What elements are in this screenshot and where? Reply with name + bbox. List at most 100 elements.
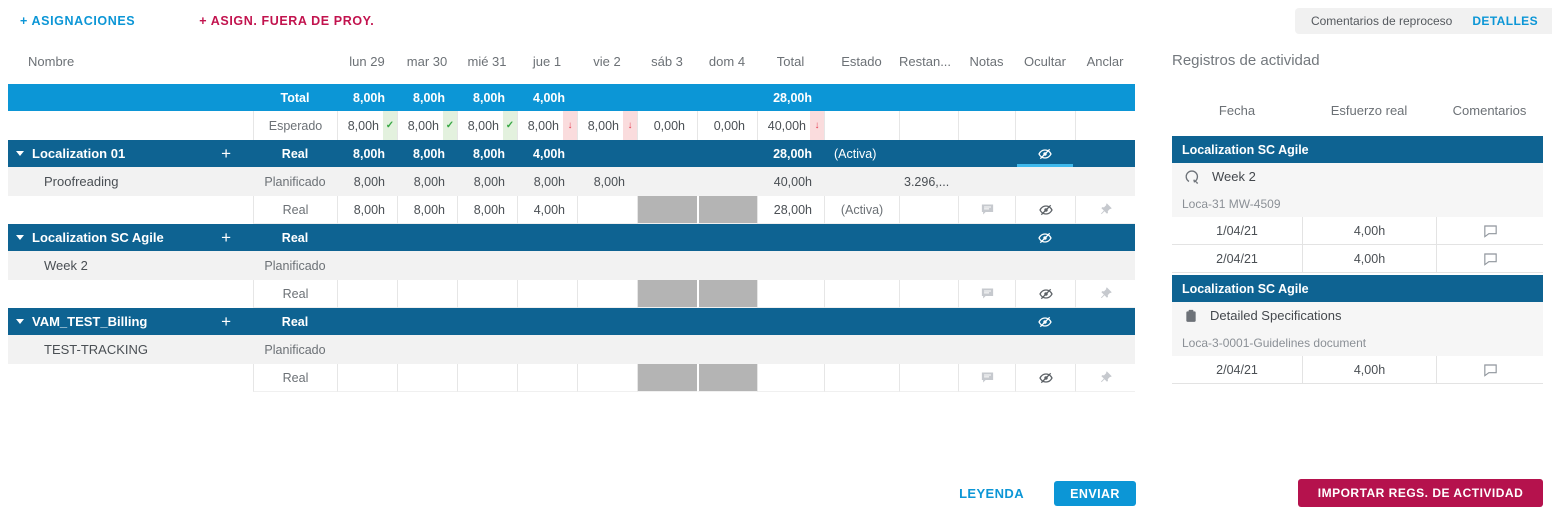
- activity-column-headers: Fecha Esfuerzo real Comentarios: [1172, 103, 1543, 118]
- rework-comments-tab[interactable]: Comentarios de reproceso: [1310, 14, 1453, 28]
- add-task-icon[interactable]: +: [221, 144, 231, 163]
- col-header-day-dom[interactable]: dom 4: [708, 53, 746, 69]
- hide-button[interactable]: [1015, 196, 1075, 224]
- col-header-day-lun[interactable]: lun 29: [349, 53, 385, 69]
- group-hide-toggle[interactable]: [1015, 224, 1075, 251]
- add-task-icon[interactable]: +: [221, 228, 231, 247]
- group-day-value: 8,00h: [353, 146, 385, 161]
- real-day-cell[interactable]: [517, 364, 577, 392]
- plan-remaining: 3.296,...: [904, 174, 950, 189]
- real-day-cell[interactable]: [517, 280, 577, 308]
- pin-icon: [1101, 371, 1112, 383]
- entry-date: 1/04/21: [1216, 223, 1258, 238]
- expected-day-value: 0,00h: [637, 111, 697, 140]
- group-name: Localization SC Agile: [32, 230, 164, 245]
- real-day-cell[interactable]: [457, 280, 517, 308]
- add-assignments-link[interactable]: + ASIGNACIONES: [20, 14, 136, 28]
- activity-col-esfuerzo: Esfuerzo real: [1330, 103, 1408, 118]
- total-day-value: 8,00h: [353, 90, 385, 105]
- col-header-day-mar[interactable]: mar 30: [406, 53, 448, 69]
- total-day-value: 8,00h: [413, 90, 445, 105]
- task-name[interactable]: Proofreading: [44, 174, 119, 189]
- entry-comment-button[interactable]: [1436, 245, 1543, 272]
- real-row-name: [8, 364, 253, 392]
- activity-card-project: Localization SC Agile: [1172, 136, 1543, 163]
- total-row-restante: [899, 84, 958, 111]
- caret-down-icon[interactable]: [16, 319, 24, 324]
- import-activity-logs-button[interactable]: IMPORTAR REGS. DE ACTIVIDAD: [1298, 479, 1543, 507]
- group-header-localization-sc-agile[interactable]: Localization SC Agile + Real: [8, 224, 1135, 251]
- entry-comment-button[interactable]: [1436, 356, 1543, 383]
- notes-button[interactable]: [958, 364, 1015, 392]
- activity-card-task: Detailed Specifications: [1172, 302, 1543, 329]
- submit-button[interactable]: ENVIAR: [1054, 481, 1136, 506]
- group-name: Localization 01: [32, 146, 126, 161]
- notes-button[interactable]: [958, 196, 1015, 224]
- real-day-cell[interactable]: 4,00h: [517, 196, 577, 224]
- real-day-cell-weekend: [637, 364, 697, 392]
- group-header-localization-01[interactable]: Localization 01 + Real 8,00h 8,00h 8,00h…: [8, 140, 1135, 167]
- expected-row-ocultar: [1015, 111, 1075, 140]
- add-out-of-project-link[interactable]: + ASIGN. FUERA DE PROY.: [199, 14, 375, 28]
- real-day-cell[interactable]: [457, 364, 517, 392]
- hide-button[interactable]: [1015, 364, 1075, 392]
- col-header-notas[interactable]: Notas: [969, 53, 1004, 69]
- plan-day-value: 8,00h: [353, 174, 385, 189]
- group-name: VAM_TEST_Billing: [32, 314, 148, 329]
- expected-row: Esperado 8,00h ✓ 8,00h ✓ 8,00h ✓ 8,00h ↓ 8,0…: [8, 111, 1135, 140]
- task-name[interactable]: Week 2: [44, 258, 88, 273]
- col-header-total[interactable]: Total: [776, 53, 805, 69]
- real-day-cell[interactable]: 8,00h: [457, 196, 517, 224]
- group-hide-toggle[interactable]: [1015, 140, 1075, 167]
- pin-button[interactable]: [1075, 364, 1135, 392]
- group-header-vam-test-billing[interactable]: VAM_TEST_Billing + Real: [8, 308, 1135, 335]
- details-tab[interactable]: DETALLES: [1472, 14, 1538, 28]
- real-day-cell[interactable]: 8,00h: [337, 196, 397, 224]
- col-header-restante[interactable]: Restan...: [899, 53, 952, 69]
- col-header-nombre[interactable]: Nombre: [28, 53, 75, 69]
- real-row-label: Real: [253, 364, 337, 392]
- task-name[interactable]: TEST-TRACKING: [44, 342, 149, 357]
- real-day-cell[interactable]: [577, 196, 637, 224]
- real-day-cell[interactable]: 8,00h: [397, 196, 457, 224]
- plan-estado: [824, 167, 899, 196]
- real-day-cell[interactable]: [577, 280, 637, 308]
- col-header-ocultar[interactable]: Ocultar: [1024, 53, 1066, 69]
- real-day-cell[interactable]: [397, 280, 457, 308]
- pin-button[interactable]: [1075, 196, 1135, 224]
- activity-entry-row: 2/04/21 4,00h: [1172, 245, 1543, 273]
- real-day-cell[interactable]: [397, 364, 457, 392]
- col-header-day-sab[interactable]: sáb 3: [651, 53, 683, 69]
- task-planned-row-week2: Week 2 Planificado: [8, 251, 1135, 280]
- timesheet-grid: Nombre lun 29 mar 30 mié 31 jue 1 vie 2 …: [8, 46, 1135, 392]
- entry-comment-button[interactable]: [1436, 217, 1543, 244]
- caret-down-icon[interactable]: [16, 235, 24, 240]
- total-row-label: Total: [280, 90, 310, 105]
- group-day-value: [697, 140, 757, 167]
- pin-button[interactable]: [1075, 280, 1135, 308]
- task-planned-row-proofreading: Proofreading Planificado 8,00h 8,00h 8,0…: [8, 167, 1135, 196]
- group-hide-toggle[interactable]: [1015, 308, 1075, 335]
- col-header-anclar[interactable]: Anclar: [1086, 53, 1124, 69]
- expected-day-value: 0,00h: [697, 111, 757, 140]
- col-header-estado[interactable]: Estado: [841, 53, 882, 69]
- real-day-cell[interactable]: [337, 280, 397, 308]
- group-anclar: [1075, 140, 1135, 167]
- col-header-day-jue[interactable]: jue 1: [532, 53, 562, 69]
- add-task-icon[interactable]: +: [221, 312, 231, 331]
- group-week-total: 28,00h: [773, 146, 812, 161]
- caret-down-icon[interactable]: [16, 151, 24, 156]
- col-header-day-mie[interactable]: mié 31: [467, 53, 507, 69]
- real-day-cell[interactable]: [577, 364, 637, 392]
- expected-row-estado: [824, 111, 899, 140]
- activity-card-project: Localization SC Agile: [1172, 275, 1543, 302]
- real-day-cell[interactable]: [337, 364, 397, 392]
- legend-link[interactable]: LEYENDA: [959, 486, 1024, 501]
- hide-button[interactable]: [1015, 280, 1075, 308]
- task-real-row-test-tracking: Real: [8, 364, 1135, 392]
- total-day-value: [577, 84, 637, 111]
- activity-card: Localization SC Agile Detailed Specifica…: [1172, 275, 1543, 384]
- group-name-cell: VAM_TEST_Billing +: [8, 308, 253, 335]
- col-header-day-vie[interactable]: vie 2: [593, 53, 621, 69]
- notes-button[interactable]: [958, 280, 1015, 308]
